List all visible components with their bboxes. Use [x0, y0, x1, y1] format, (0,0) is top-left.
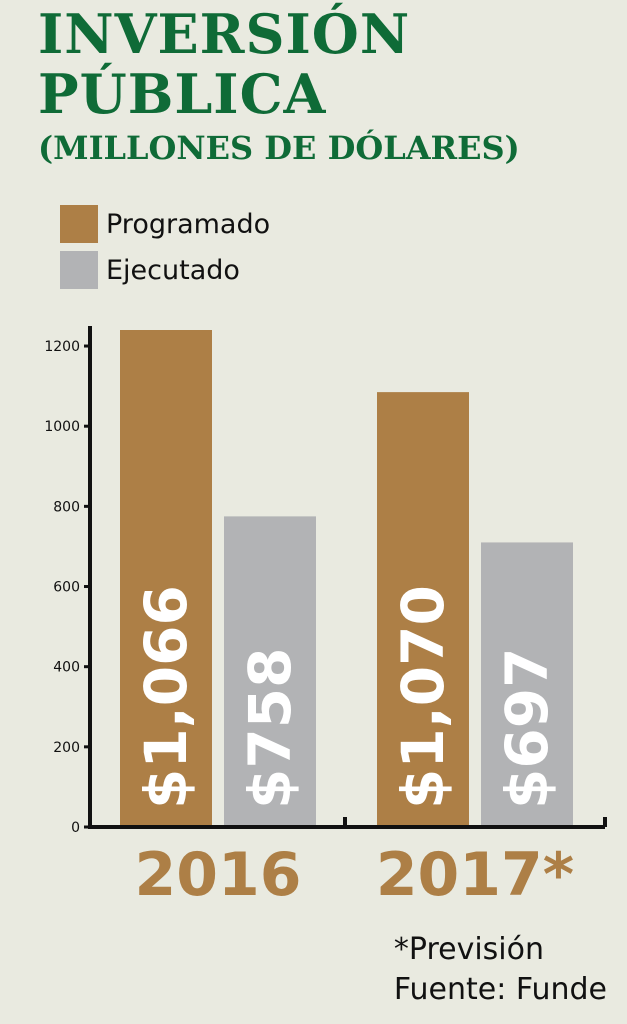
legend: Programado Ejecutado	[60, 204, 270, 296]
legend-label-ejecutado: Ejecutado	[106, 254, 240, 286]
bar-ejecutado-0	[224, 516, 316, 825]
y-tick-label: 1000	[44, 419, 80, 435]
bar-programado-1	[377, 392, 469, 825]
footnote-source: Fuente: Funde	[393, 972, 607, 1007]
bar-value-label: $1,066	[132, 585, 200, 809]
x-category-label: 2016	[135, 840, 302, 910]
y-tick-label: 0	[71, 820, 80, 836]
legend-swatch-ejecutado	[60, 251, 98, 289]
chart-title: INVERSIÓN PÚBLICA	[38, 2, 411, 126]
x-category-label: 2017*	[376, 840, 574, 910]
bar-value-label: $1,070	[389, 585, 457, 809]
legend-label-programado: Programado	[106, 208, 271, 240]
chart-subtitle: (MILLONES DE DÓLARES)	[38, 129, 520, 167]
legend-item-programado: Programado	[60, 204, 270, 244]
legend-item-ejecutado: Ejecutado	[60, 250, 270, 290]
y-tick-label: 800	[53, 499, 80, 515]
y-tick-label: 600	[53, 580, 80, 596]
bar-ejecutado-1	[481, 542, 573, 825]
footnote-forecast: *Previsión	[393, 932, 545, 967]
bar-value-label: $758	[236, 648, 304, 809]
legend-swatch-programado	[60, 205, 98, 243]
footnote: *Previsión Fuente: Funde	[394, 930, 607, 1010]
bar-chart: 0 200 400 600 800 1000 1200 $1,066 $758 2016 $1,07…	[44, 326, 607, 910]
y-tick-label: 400	[53, 660, 80, 676]
bar-value-label: $697	[493, 648, 561, 809]
y-tick-label: 1200	[44, 339, 80, 355]
y-tick-label: 200	[53, 740, 80, 756]
bar-programado-0	[120, 330, 212, 825]
